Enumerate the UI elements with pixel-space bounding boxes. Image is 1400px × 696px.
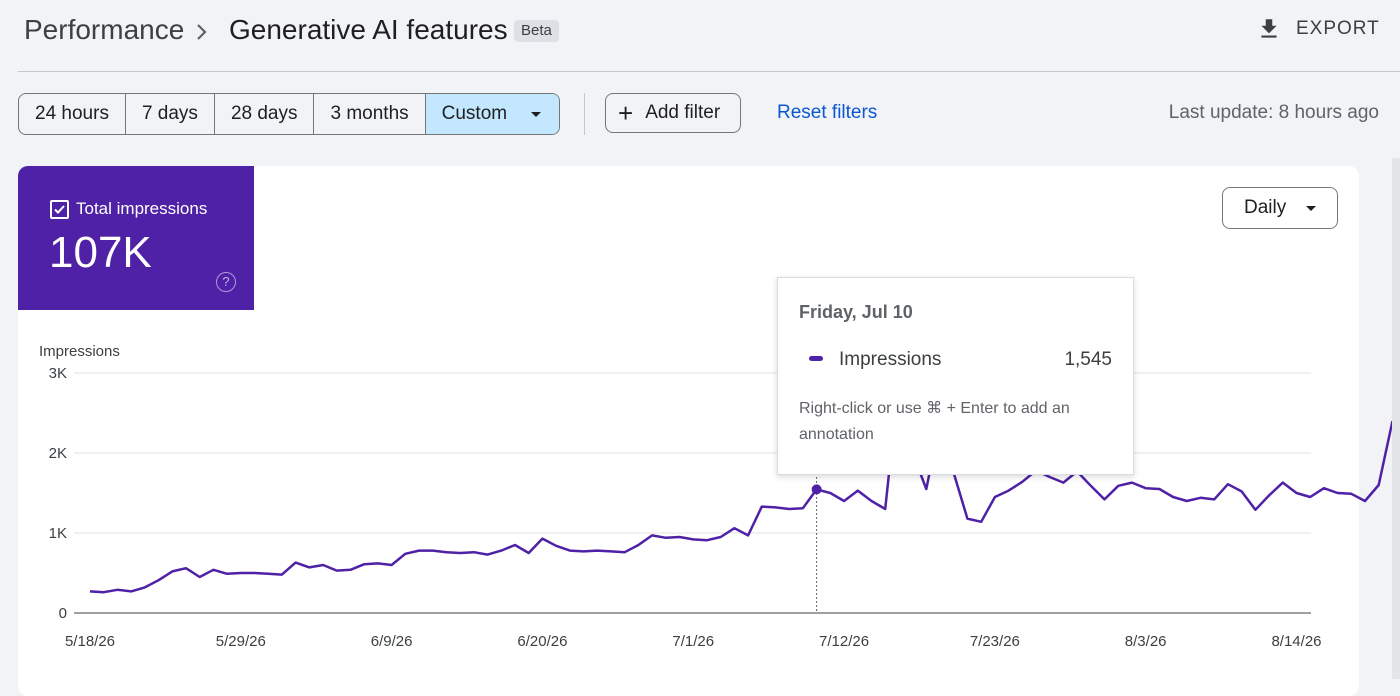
metric-value: 107K (49, 228, 152, 277)
y-axis-title: Impressions (39, 343, 120, 360)
highlighted-data-point (811, 484, 822, 495)
series-line-impressions (89, 379, 1394, 594)
x-tick-label: 7/12/26 (819, 633, 869, 650)
metric-card-total-impressions[interactable]: Total impressions 107K ? (18, 166, 254, 310)
tooltip-value: 1,545 (1064, 349, 1112, 370)
chevron-right-icon (197, 24, 207, 40)
export-label: EXPORT (1296, 18, 1380, 39)
granularity-label: Daily (1244, 197, 1287, 218)
x-tick-label: 7/1/26 (672, 633, 714, 650)
add-filter-label: Add filter (645, 102, 721, 123)
chart-tooltip: Friday, Jul 10 Impressions 1,545 Right-c… (777, 277, 1134, 475)
caret-down-icon (1306, 205, 1317, 211)
x-tick-label: 8/14/26 (1271, 633, 1321, 650)
plus-icon: + (618, 98, 634, 128)
tooltip-hint: Right-click or use ⌘ + Enter to add an a… (799, 400, 1070, 443)
impressions-line-chart[interactable]: Impressions 0 1K 2K 3K 5/18/26 5/29/26 6/9/26 6/… (0, 0, 1400, 679)
help-icon[interactable]: ? (216, 272, 236, 292)
range-3-months[interactable]: 3 months (314, 94, 426, 134)
reset-filters-link[interactable]: Reset filters (777, 102, 878, 123)
x-tick-label: 5/29/26 (216, 633, 266, 650)
export-button[interactable]: EXPORT (1256, 14, 1380, 44)
y-tick-label: 2K (49, 445, 67, 462)
date-range-selector: 24 hours 7 days 28 days 3 months Custom (18, 93, 561, 135)
x-tick-label: 5/18/26 (65, 633, 115, 650)
tooltip-series-name: Impressions (839, 349, 942, 370)
page-scrollbar[interactable] (1392, 158, 1400, 679)
range-custom-label: Custom (441, 103, 508, 124)
y-tick-label: 1K (49, 525, 67, 542)
metric-label: Total impressions (76, 199, 208, 218)
range-7-days[interactable]: 7 days (126, 94, 215, 134)
range-28-days[interactable]: 28 days (215, 94, 315, 134)
y-tick-label: 0 (59, 605, 67, 622)
tooltip-series-swatch (809, 356, 823, 361)
granularity-dropdown[interactable]: Daily (1222, 187, 1338, 229)
breadcrumb-performance[interactable]: Performance (24, 14, 185, 45)
x-tick-label: 8/3/26 (1125, 633, 1167, 650)
caret-down-icon (531, 111, 542, 117)
download-icon (1261, 19, 1277, 38)
x-tick-label: 6/20/26 (517, 633, 567, 650)
add-filter-button[interactable]: + Add filter (605, 93, 742, 133)
tooltip-date: Friday, Jul 10 (799, 302, 913, 322)
beta-badge: Beta (514, 20, 559, 42)
range-custom-dropdown[interactable]: Custom (425, 94, 560, 134)
last-update-text: Last update: 8 hours ago (1168, 102, 1379, 123)
x-tick-label: 6/9/26 (371, 633, 413, 650)
chart-card: Total impressions 107K ? Daily (18, 166, 1359, 696)
page-header: Performance Generative AI features Beta … (0, 0, 1400, 72)
page-title: Generative AI features (229, 14, 508, 45)
toolbar-separator (584, 93, 585, 135)
x-tick-label: 7/23/26 (970, 633, 1020, 650)
checkbox-checked-icon[interactable] (50, 200, 69, 219)
range-24-hours[interactable]: 24 hours (19, 94, 126, 134)
y-tick-label: 3K (49, 365, 67, 382)
header-divider (18, 71, 1400, 72)
